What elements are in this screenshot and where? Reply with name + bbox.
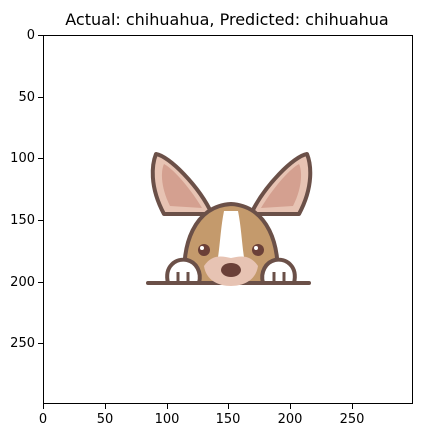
x-tick-label: 0 bbox=[38, 412, 48, 427]
y-tickmark bbox=[38, 282, 43, 283]
right-eye bbox=[252, 244, 264, 256]
y-tickmark bbox=[38, 97, 43, 98]
left-ear-inner bbox=[161, 164, 202, 208]
blaze bbox=[216, 211, 246, 268]
x-tickmark bbox=[43, 404, 44, 409]
plot-title: Actual: chihuahua, Predicted: chihuahua bbox=[65, 10, 389, 29]
x-tick-label: 150 bbox=[215, 412, 241, 427]
x-tickmark bbox=[290, 404, 291, 409]
y-tick-label: 250 bbox=[10, 336, 35, 351]
right-ear-inner bbox=[261, 164, 302, 208]
left-paw bbox=[165, 257, 202, 285]
right-paw bbox=[260, 257, 297, 285]
y-tick-label: 50 bbox=[18, 90, 35, 105]
nose bbox=[221, 263, 241, 277]
image-axes bbox=[43, 35, 413, 404]
x-tickmark bbox=[105, 404, 106, 409]
chihuahua-image bbox=[146, 152, 313, 286]
y-tickmark bbox=[38, 158, 43, 159]
y-tick-label: 150 bbox=[10, 213, 35, 228]
y-tick-label: 200 bbox=[10, 275, 35, 290]
x-tickmark bbox=[352, 404, 353, 409]
y-tick-label: 100 bbox=[10, 151, 35, 166]
x-tick-label: 250 bbox=[339, 412, 365, 427]
x-tickmark bbox=[167, 404, 168, 409]
x-tick-label: 200 bbox=[277, 412, 303, 427]
x-tick-label: 100 bbox=[154, 412, 180, 427]
left-eye bbox=[198, 244, 210, 256]
x-tick-label: 50 bbox=[96, 412, 114, 427]
x-tickmark bbox=[228, 404, 229, 409]
y-tickmark bbox=[38, 220, 43, 221]
y-tick-label: 0 bbox=[26, 28, 35, 43]
y-tickmark bbox=[38, 343, 43, 344]
y-tickmark bbox=[38, 35, 43, 36]
